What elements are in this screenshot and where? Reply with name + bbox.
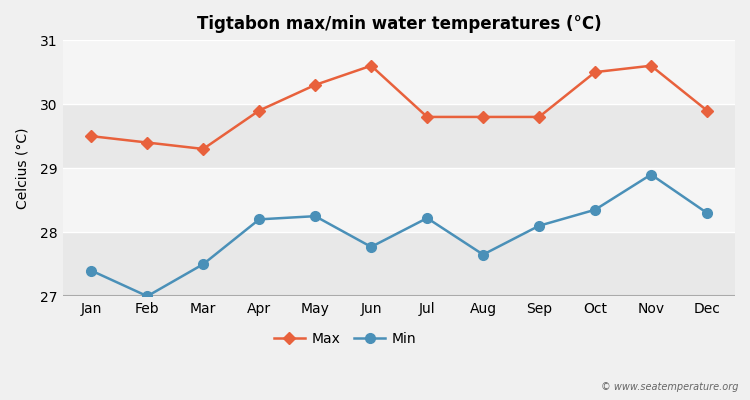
Max bbox=[646, 63, 656, 68]
Bar bbox=[63, 232, 735, 296]
Min bbox=[535, 223, 544, 228]
Max bbox=[255, 108, 264, 113]
Title: Tigtabon max/min water temperatures (°C): Tigtabon max/min water temperatures (°C) bbox=[196, 15, 602, 33]
Min bbox=[367, 244, 376, 249]
Max bbox=[703, 108, 712, 113]
Max bbox=[423, 114, 432, 119]
Bar bbox=[63, 104, 735, 168]
Max bbox=[590, 70, 599, 74]
Max bbox=[87, 134, 96, 138]
Legend: Max, Min: Max, Min bbox=[274, 332, 416, 346]
Max bbox=[142, 140, 152, 145]
Min bbox=[646, 172, 656, 177]
Y-axis label: Celcius (°C): Celcius (°C) bbox=[15, 127, 29, 209]
Min bbox=[310, 214, 320, 218]
Max bbox=[310, 82, 320, 87]
Line: Max: Max bbox=[87, 62, 711, 153]
Min bbox=[87, 268, 96, 273]
Bar bbox=[63, 40, 735, 104]
Min bbox=[255, 217, 264, 222]
Min bbox=[423, 216, 432, 220]
Bar bbox=[63, 168, 735, 232]
Line: Min: Min bbox=[86, 170, 712, 301]
Text: © www.seatemperature.org: © www.seatemperature.org bbox=[602, 382, 739, 392]
Min bbox=[590, 207, 599, 212]
Max bbox=[367, 63, 376, 68]
Min bbox=[703, 210, 712, 215]
Max bbox=[535, 114, 544, 119]
Min bbox=[478, 252, 488, 257]
Max bbox=[478, 114, 488, 119]
Max bbox=[199, 146, 208, 151]
Min bbox=[199, 262, 208, 266]
Min bbox=[142, 294, 152, 298]
